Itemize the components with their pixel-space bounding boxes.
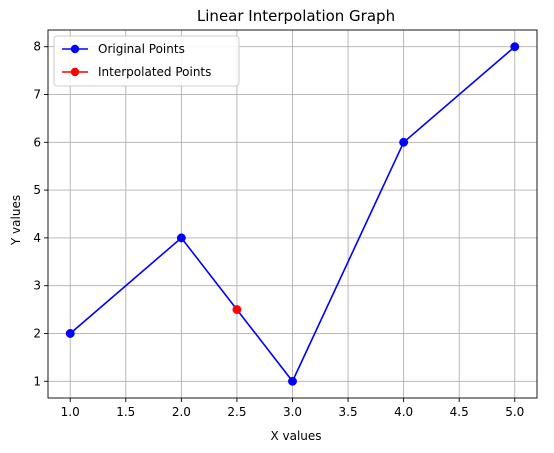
x-tick-label: 1.5 <box>116 405 135 419</box>
y-tick-label: 7 <box>33 88 41 102</box>
legend-item: Interpolated Points <box>62 65 211 79</box>
legend-item: Original Points <box>62 42 185 56</box>
x-tick-label: 1.0 <box>61 405 80 419</box>
data-point <box>510 42 520 52</box>
x-tick-label: 3.0 <box>283 405 302 419</box>
data-point <box>399 137 409 147</box>
series-0 <box>65 42 520 386</box>
y-axis-ticks: 1 2 3 4 5 6 7 8 <box>33 40 48 388</box>
data-point <box>288 376 297 386</box>
grid <box>48 30 537 398</box>
x-axis-ticks: 1.0 1.5 2.0 2.5 3.0 3.5 4.0 4.5 5.0 <box>61 398 524 419</box>
x-tick-label: 5.0 <box>505 405 524 419</box>
x-axis-label: X values <box>270 429 321 443</box>
data-point <box>65 329 75 338</box>
x-tick-label: 2.0 <box>172 405 191 419</box>
legend-label: Original Points <box>98 42 185 56</box>
y-tick-label: 4 <box>33 231 41 245</box>
x-tick-label: 4.5 <box>450 405 469 419</box>
data-point <box>176 233 186 243</box>
chart-title: Linear Interpolation Graph <box>197 7 395 25</box>
series-layer <box>65 42 520 386</box>
legend: Original Points Interpolated Points <box>53 35 240 87</box>
data-point <box>232 305 242 315</box>
x-tick-label: 2.5 <box>227 405 246 419</box>
legend-marker <box>70 44 80 54</box>
x-tick-label: 3.5 <box>339 405 358 419</box>
y-tick-label: 8 <box>33 40 41 54</box>
y-axis-label: Y values <box>9 195 23 246</box>
y-tick-label: 5 <box>33 183 41 197</box>
legend-box <box>53 35 240 87</box>
x-tick-label: 4.0 <box>394 405 413 419</box>
series-1 <box>232 305 242 315</box>
legend-marker <box>70 67 80 77</box>
y-tick-label: 2 <box>33 326 41 340</box>
y-tick-label: 1 <box>33 374 41 388</box>
y-tick-label: 3 <box>33 279 41 293</box>
legend-label: Interpolated Points <box>98 65 211 79</box>
y-tick-label: 6 <box>33 135 41 149</box>
